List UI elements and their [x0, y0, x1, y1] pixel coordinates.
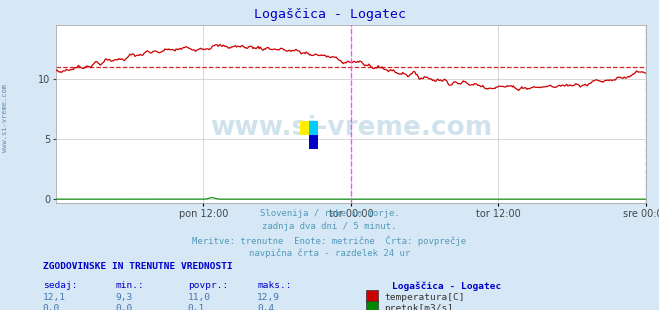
- Text: ZGODOVINSKE IN TRENUTNE VREDNOSTI: ZGODOVINSKE IN TRENUTNE VREDNOSTI: [43, 262, 233, 271]
- Bar: [309, 121, 318, 135]
- Text: 12,9: 12,9: [257, 293, 280, 302]
- Text: 0,0: 0,0: [43, 304, 60, 310]
- Bar: [309, 135, 318, 149]
- Text: zadnja dva dni / 5 minut.: zadnja dva dni / 5 minut.: [262, 222, 397, 231]
- Bar: [300, 121, 309, 135]
- Text: sedaj:: sedaj:: [43, 281, 77, 290]
- Text: povpr.:: povpr.:: [188, 281, 228, 290]
- Text: temperatura[C]: temperatura[C]: [384, 293, 465, 302]
- Text: navpična črta - razdelek 24 ur: navpična črta - razdelek 24 ur: [249, 248, 410, 258]
- Text: Logaščica - Logatec: Logaščica - Logatec: [254, 8, 405, 21]
- Text: min.:: min.:: [115, 281, 144, 290]
- Text: 0,1: 0,1: [188, 304, 205, 310]
- Text: www.si-vreme.com: www.si-vreme.com: [2, 84, 9, 152]
- Text: Logaščica - Logatec: Logaščica - Logatec: [392, 281, 501, 291]
- Text: 11,0: 11,0: [188, 293, 211, 302]
- Text: 0,4: 0,4: [257, 304, 274, 310]
- Text: 9,3: 9,3: [115, 293, 132, 302]
- Text: Meritve: trenutne  Enote: metrične  Črta: povprečje: Meritve: trenutne Enote: metrične Črta: …: [192, 235, 467, 246]
- Text: pretok[m3/s]: pretok[m3/s]: [384, 304, 453, 310]
- Text: Slovenija / reke in morje.: Slovenija / reke in morje.: [260, 209, 399, 218]
- Text: www.si-vreme.com: www.si-vreme.com: [210, 115, 492, 141]
- Text: maks.:: maks.:: [257, 281, 291, 290]
- Text: 12,1: 12,1: [43, 293, 66, 302]
- Text: 0,0: 0,0: [115, 304, 132, 310]
